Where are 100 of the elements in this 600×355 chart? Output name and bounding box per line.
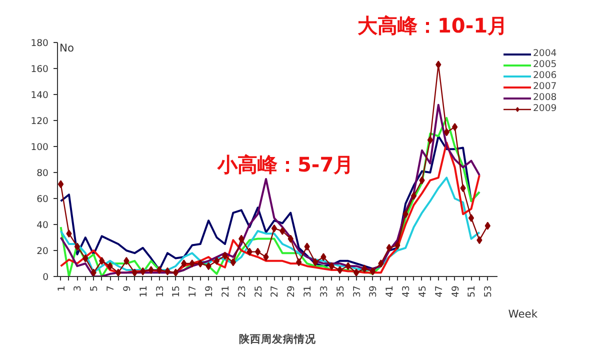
x-tick-label: 1 <box>56 285 68 292</box>
point <box>328 262 335 270</box>
point <box>181 260 187 268</box>
point <box>345 262 351 270</box>
legend-label: 2009 <box>533 103 557 114</box>
point <box>378 260 384 268</box>
point <box>222 252 228 260</box>
point <box>394 241 400 250</box>
point <box>206 262 212 270</box>
x-tick-label: 43 <box>401 285 412 298</box>
y-tick-label: 160 <box>30 64 49 75</box>
y-tick-label: 60 <box>36 194 49 205</box>
point <box>148 266 154 274</box>
point <box>484 222 490 230</box>
point <box>296 258 302 266</box>
x-tick-label: 53 <box>483 285 494 298</box>
x-tick-label: 13 <box>154 285 166 298</box>
point <box>280 227 286 235</box>
point <box>172 268 179 276</box>
point <box>214 256 220 265</box>
point <box>312 258 318 266</box>
x-tick-label: 37 <box>352 285 363 298</box>
point <box>66 230 72 238</box>
y-tick-label: 140 <box>30 90 49 101</box>
x-tick-label: 35 <box>335 285 346 298</box>
x-tick-label: 9 <box>122 285 133 292</box>
x-tick-label: 41 <box>384 285 396 298</box>
point <box>132 268 138 276</box>
legend-label: 2004 <box>533 48 557 59</box>
y-tick-label: 20 <box>36 246 49 257</box>
x-tick-label: 33 <box>318 285 330 298</box>
point <box>353 268 360 276</box>
x-tick-label: 39 <box>368 285 380 298</box>
y-axis-title: No <box>60 42 74 54</box>
legend-label: 2007 <box>533 81 557 92</box>
point <box>304 242 310 251</box>
annotation: 小高峰：5-7月 <box>216 152 354 176</box>
point <box>337 266 343 274</box>
x-tick-label: 47 <box>434 285 445 298</box>
point <box>460 184 466 192</box>
point <box>82 254 88 262</box>
point <box>198 260 204 268</box>
point <box>74 242 80 251</box>
x-tick-label: 27 <box>270 285 281 298</box>
x-tick-label: 49 <box>450 285 462 298</box>
point <box>238 234 244 243</box>
point <box>115 268 122 276</box>
point <box>452 123 458 131</box>
y-tick-label: 0 <box>42 272 49 283</box>
x-axis-title: Week <box>508 308 538 320</box>
point <box>90 268 96 276</box>
y-tick-label: 120 <box>30 116 49 127</box>
point <box>370 267 376 276</box>
point <box>140 267 146 276</box>
x-tick-label: 3 <box>72 285 84 292</box>
point <box>436 60 442 69</box>
point <box>419 176 425 184</box>
x-tick-label: 11 <box>138 285 150 298</box>
y-tick-label: 40 <box>36 220 49 231</box>
x-tick-label: 23 <box>236 285 248 298</box>
point <box>263 253 269 261</box>
x-tick-label: 25 <box>253 285 264 298</box>
point <box>468 214 474 222</box>
text: 陕西周发病情况 <box>239 332 317 346</box>
point <box>164 267 170 276</box>
x-tick-label: 19 <box>204 285 216 298</box>
x-tick-label: 31 <box>302 285 314 298</box>
point <box>444 128 450 136</box>
x-tick-label: 5 <box>89 285 100 292</box>
legend-label: 2005 <box>533 59 557 70</box>
x-tick-label: 45 <box>417 285 428 298</box>
point <box>189 260 195 268</box>
point <box>156 266 162 274</box>
point <box>271 224 278 232</box>
point <box>124 256 130 265</box>
point <box>320 253 326 261</box>
x-tick-label: 51 <box>466 285 478 298</box>
point <box>254 248 261 256</box>
point <box>288 234 294 243</box>
x-tick-label: 7 <box>106 285 117 292</box>
point <box>427 136 434 144</box>
point <box>98 256 105 265</box>
point <box>476 236 482 244</box>
point <box>402 210 408 218</box>
point <box>58 180 64 188</box>
legend-label: 2008 <box>533 92 557 103</box>
y-tick-label: 100 <box>30 142 49 153</box>
point <box>246 248 252 256</box>
x-tick-label: 15 <box>171 285 182 298</box>
x-tick-label: 17 <box>188 285 199 298</box>
point <box>230 258 236 266</box>
point <box>107 262 113 270</box>
y-tick-label: 80 <box>36 168 49 179</box>
x-tick-label: 21 <box>220 285 232 298</box>
point <box>386 244 392 252</box>
point <box>362 264 368 273</box>
x-tick-label: 29 <box>286 285 298 298</box>
legend-label: 2006 <box>533 70 557 81</box>
y-tick-label: 180 <box>30 38 49 49</box>
point <box>410 192 417 200</box>
